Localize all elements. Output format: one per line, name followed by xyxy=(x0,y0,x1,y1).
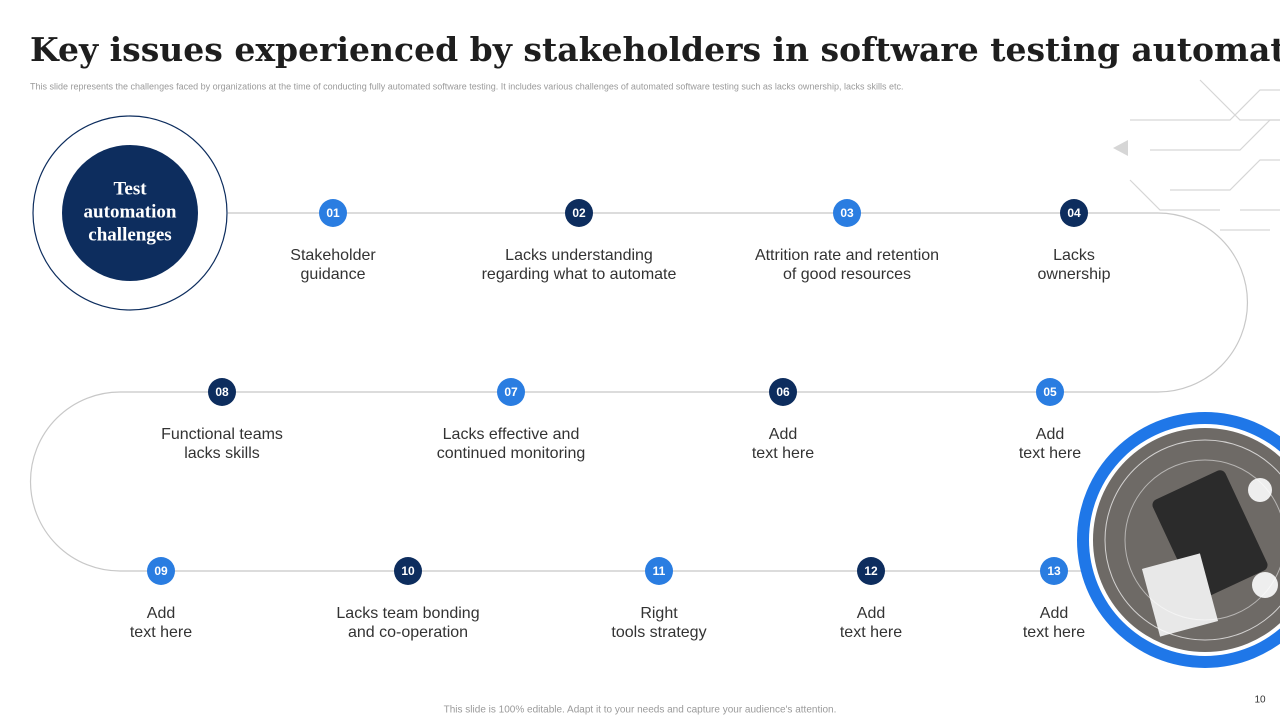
center-circle xyxy=(62,145,198,281)
step-label: Add xyxy=(857,605,885,622)
timeline-path xyxy=(29,212,1249,572)
step-label: Right xyxy=(640,605,678,622)
step-number: 09 xyxy=(154,564,168,578)
step-label: tools strategy xyxy=(611,624,706,641)
center-label: Test xyxy=(113,178,147,199)
step-label: lacks skills xyxy=(184,445,260,462)
step-label: Lacks team bonding xyxy=(336,605,479,622)
step-number: 05 xyxy=(1043,385,1057,399)
step-marker xyxy=(147,557,175,585)
step-marker xyxy=(497,378,525,406)
step-label: text here xyxy=(1023,624,1085,641)
step-label: Add xyxy=(1040,605,1068,622)
subtitle: This slide represents the challenges fac… xyxy=(30,81,903,91)
step-number: 11 xyxy=(653,564,666,578)
step-number: 06 xyxy=(776,385,790,399)
step-label: Add xyxy=(1036,426,1064,443)
circuit-decoration xyxy=(1113,79,1280,231)
step-number: 07 xyxy=(504,385,518,399)
step-label: Add xyxy=(147,605,175,622)
step-marker xyxy=(857,557,885,585)
step-number: 10 xyxy=(401,564,415,578)
step-label: Functional teams xyxy=(161,426,283,443)
step-label: Lacks understanding xyxy=(505,247,653,264)
step-label: Stakeholder xyxy=(290,247,376,264)
step-number: 13 xyxy=(1047,564,1061,578)
title: Key issues experienced by stakeholders i… xyxy=(30,30,1280,69)
step-number: 03 xyxy=(840,206,854,220)
step-marker xyxy=(394,557,422,585)
step-number: 12 xyxy=(864,564,878,578)
step-label: text here xyxy=(752,445,814,462)
photo xyxy=(1077,412,1280,668)
step-label: text here xyxy=(130,624,192,641)
step-label: and co-operation xyxy=(348,624,468,641)
step-number: 08 xyxy=(215,385,229,399)
footer-note: This slide is 100% editable. Adapt it to… xyxy=(444,705,837,716)
step-number: 01 xyxy=(326,206,340,220)
step-marker xyxy=(645,557,673,585)
step-label: Add xyxy=(769,426,797,443)
step-marker xyxy=(769,378,797,406)
step-marker xyxy=(319,199,347,227)
step-label: text here xyxy=(840,624,902,641)
step-label: Lacks xyxy=(1053,247,1095,264)
step-marker xyxy=(565,199,593,227)
step-marker xyxy=(1040,557,1068,585)
step-label: ownership xyxy=(1038,266,1111,283)
step-marker xyxy=(833,199,861,227)
step-marker xyxy=(1060,199,1088,227)
center-label: challenges xyxy=(88,224,171,245)
step-number: 04 xyxy=(1067,206,1081,220)
step-label: Lacks effective and xyxy=(443,426,580,443)
page-number: 10 xyxy=(1254,695,1266,706)
step-label: guidance xyxy=(301,266,366,283)
step-marker xyxy=(208,378,236,406)
step-marker xyxy=(1036,378,1064,406)
step-label: Attrition rate and retention xyxy=(755,247,939,264)
step-label: of good resources xyxy=(783,266,911,283)
step-number: 02 xyxy=(572,206,586,220)
step-label: text here xyxy=(1019,445,1081,462)
center-label: automation xyxy=(84,201,177,222)
step-label: continued monitoring xyxy=(437,445,586,462)
step-label: regarding what to automate xyxy=(482,266,677,283)
